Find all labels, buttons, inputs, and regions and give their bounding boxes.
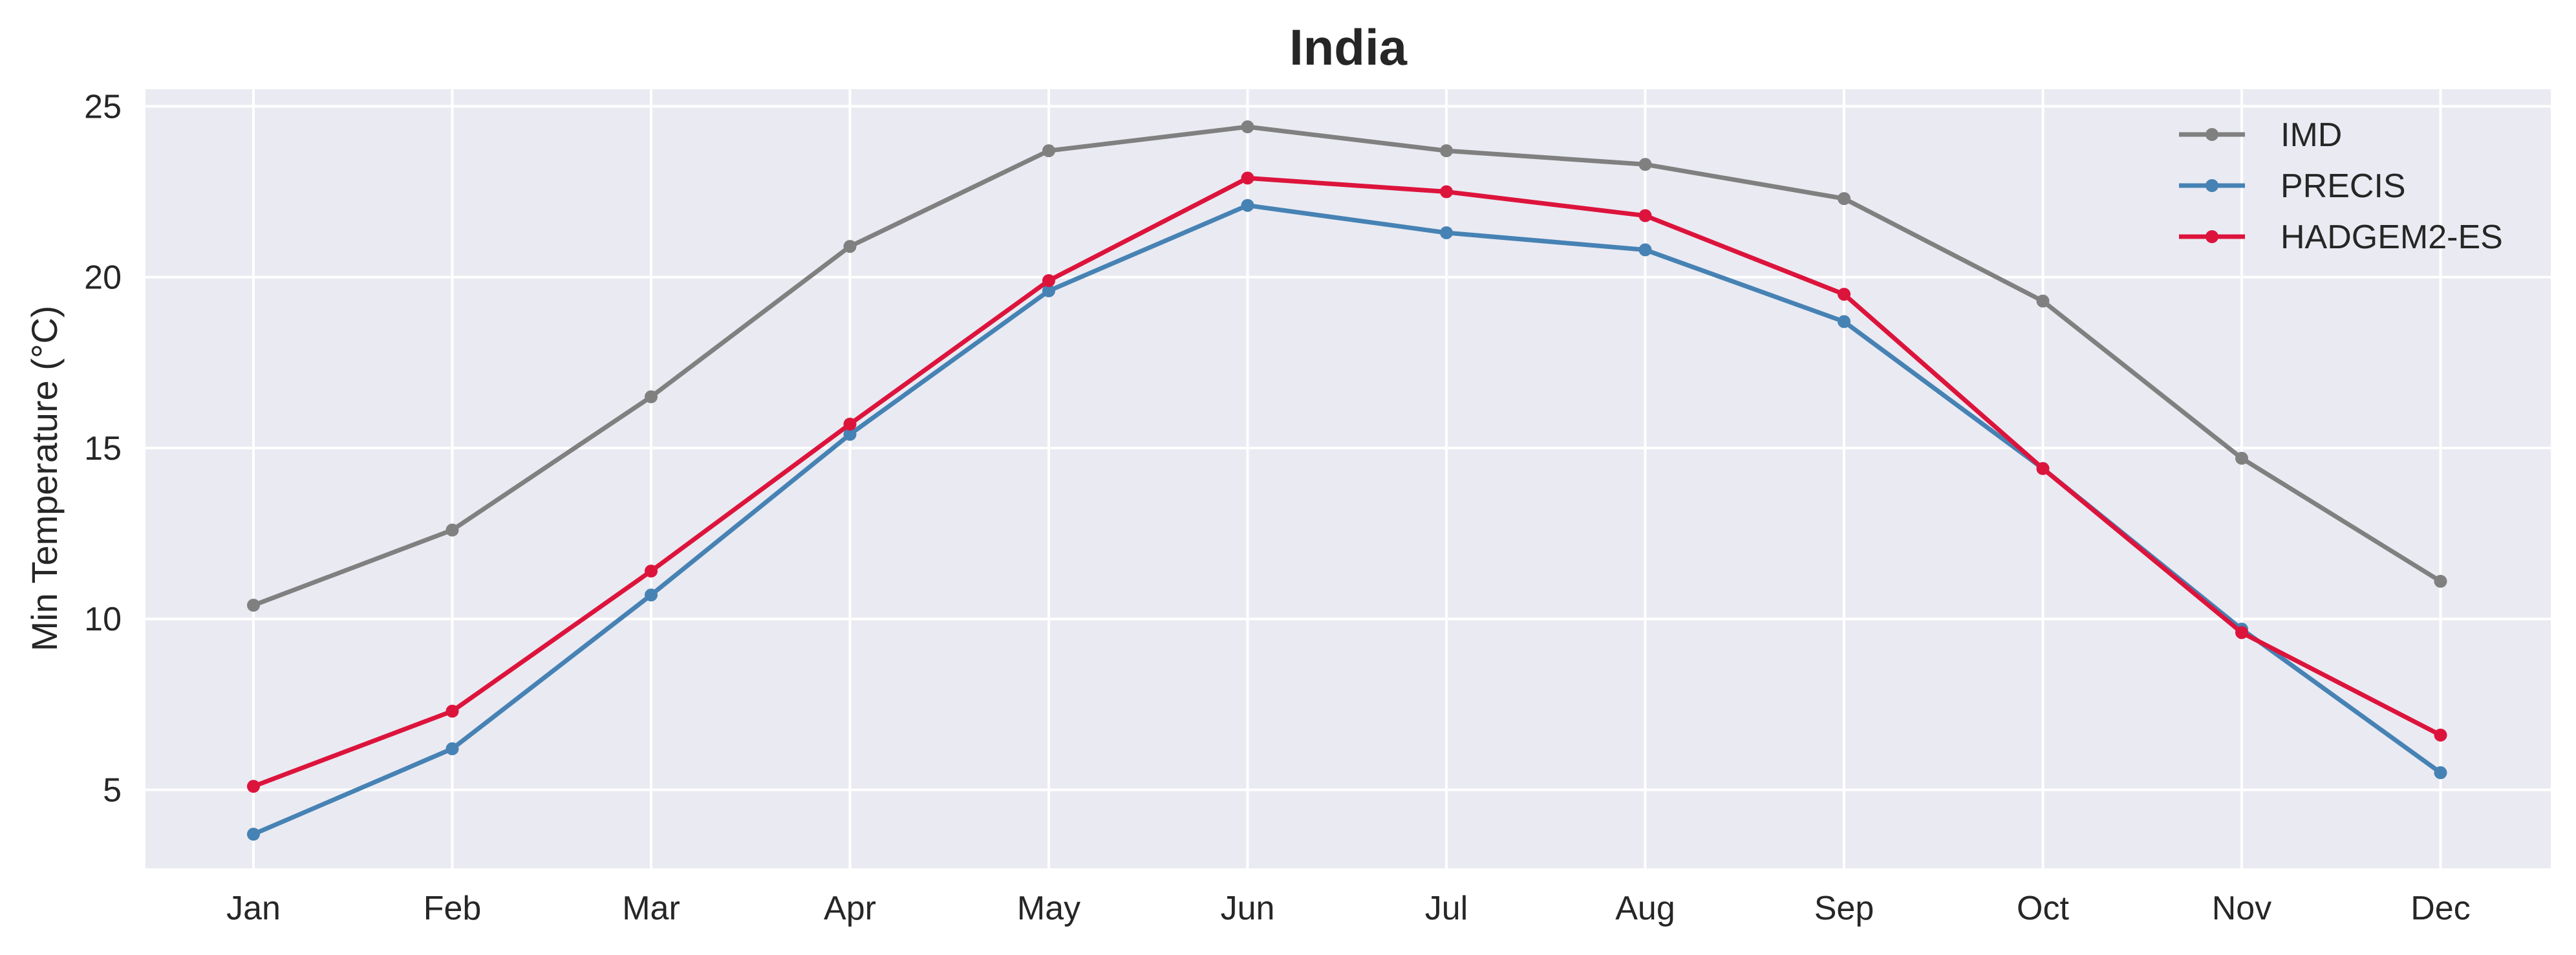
x-tick-label: Jul (1425, 890, 1468, 927)
x-tick-label: Jun (1221, 890, 1275, 927)
x-tick-label: Jan (226, 890, 281, 927)
x-tick-label: Mar (622, 890, 680, 927)
x-tick-label: Nov (2212, 890, 2271, 927)
data-point (1638, 209, 1652, 222)
legend: IMD PRECIS HADGEM2-ES (2179, 116, 2503, 256)
x-tick-label: Aug (1615, 890, 1675, 927)
data-point (1440, 185, 1453, 199)
data-point (2434, 728, 2447, 742)
legend-item: HADGEM2-ES (2179, 219, 2503, 256)
data-point (445, 704, 459, 718)
y-tick-label: 25 (84, 88, 122, 125)
data-point (1042, 144, 1055, 158)
data-point (2036, 294, 2050, 308)
data-point (1638, 243, 1652, 257)
x-tick-label: Oct (2017, 890, 2069, 927)
data-point (1638, 158, 1652, 171)
data-point (1838, 192, 1851, 206)
data-point (645, 564, 658, 578)
data-point (2235, 451, 2248, 465)
data-point (2235, 626, 2248, 639)
data-point (247, 780, 260, 793)
legend-label: HADGEM2-ES (2281, 219, 2503, 256)
series-layer (247, 120, 2447, 841)
y-tick-label: 20 (84, 259, 122, 297)
y-tick-label: 5 (103, 771, 122, 809)
legend-marker (2206, 128, 2218, 141)
data-point (247, 828, 260, 841)
data-point (1838, 288, 1851, 301)
series-line (252, 175, 2442, 789)
x-tick-label: Apr (824, 890, 876, 927)
data-point (1838, 315, 1851, 328)
legend-marker (2206, 230, 2218, 243)
data-point (1042, 274, 1055, 287)
data-point (1042, 284, 1055, 297)
y-axis-label: Min Temperature (°C) (24, 306, 65, 652)
tick-labels: Jan Feb Mar Apr May Jun Jul Aug Sep Oct Nov Dec 5 10 1… (84, 88, 2471, 927)
grid-lines (145, 89, 2551, 868)
legend-label: PRECIS (2281, 167, 2406, 205)
y-tick-label: 15 (84, 430, 122, 467)
plot-background (145, 89, 2551, 868)
data-point (843, 427, 857, 441)
series-hadgem2-es (247, 171, 2447, 793)
x-tick-label: May (1017, 890, 1080, 927)
data-point (1241, 199, 1254, 212)
series-imd (247, 120, 2447, 612)
data-point (645, 390, 658, 403)
legend-marker (2206, 179, 2218, 192)
data-point (1241, 120, 1254, 134)
legend-label: IMD (2281, 116, 2342, 154)
data-point (2434, 575, 2447, 588)
data-point (1241, 171, 1254, 185)
data-point (2434, 766, 2447, 780)
legend-item: PRECIS (2179, 167, 2406, 205)
data-point (445, 742, 459, 756)
data-point (445, 523, 459, 537)
data-point (247, 599, 260, 612)
x-tick-label: Dec (2410, 890, 2470, 927)
x-tick-label: Feb (424, 890, 482, 927)
series-line (252, 124, 2442, 608)
data-point (2036, 462, 2050, 475)
legend-item: IMD (2179, 116, 2342, 154)
data-point (843, 417, 857, 431)
data-point (843, 240, 857, 253)
data-point (645, 588, 658, 602)
x-tick-label: Sep (1814, 890, 1874, 927)
data-point (1440, 226, 1453, 239)
data-point (1440, 144, 1453, 158)
y-tick-label: 10 (84, 601, 122, 638)
chart-title: India (1289, 19, 1408, 76)
